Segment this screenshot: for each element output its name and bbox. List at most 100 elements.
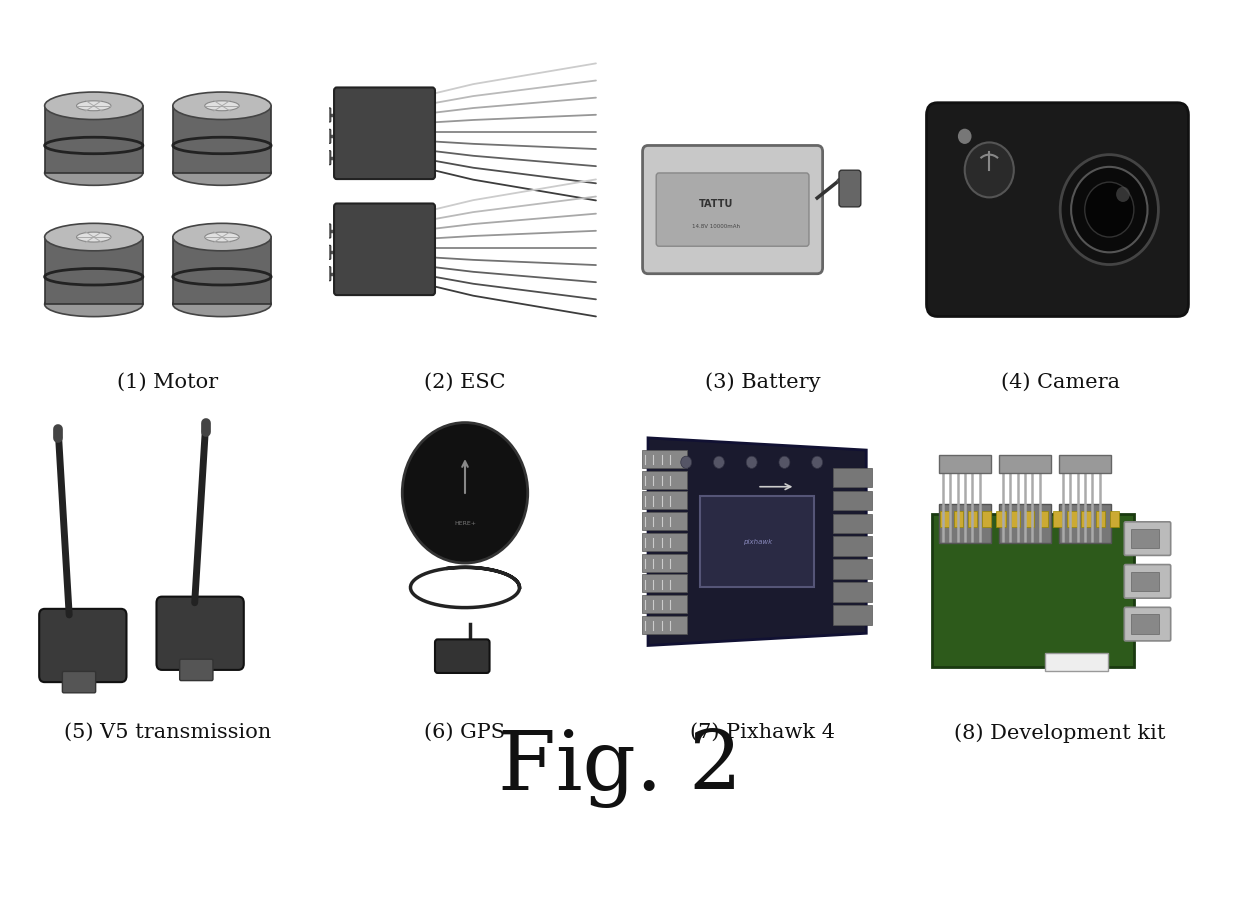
FancyBboxPatch shape [1131,529,1159,549]
FancyBboxPatch shape [940,511,949,527]
FancyBboxPatch shape [1039,511,1048,527]
Text: (4) Camera: (4) Camera [1001,373,1120,392]
FancyBboxPatch shape [1096,511,1105,527]
FancyBboxPatch shape [320,224,331,238]
Circle shape [1071,167,1147,252]
Ellipse shape [45,92,143,119]
FancyBboxPatch shape [642,512,687,530]
FancyBboxPatch shape [833,490,872,510]
Circle shape [402,423,528,563]
FancyBboxPatch shape [642,533,687,550]
FancyBboxPatch shape [1059,504,1111,543]
FancyBboxPatch shape [939,504,991,543]
FancyBboxPatch shape [1045,653,1109,672]
FancyBboxPatch shape [334,204,435,295]
Circle shape [1060,154,1158,265]
FancyBboxPatch shape [1059,454,1111,473]
FancyBboxPatch shape [320,267,331,281]
Ellipse shape [172,292,272,317]
FancyBboxPatch shape [656,173,808,246]
Ellipse shape [45,224,143,251]
Circle shape [746,456,758,469]
Text: (1) Motor: (1) Motor [117,373,218,392]
Ellipse shape [45,292,143,317]
FancyBboxPatch shape [320,245,331,260]
FancyBboxPatch shape [40,609,126,682]
Circle shape [713,456,724,469]
Ellipse shape [77,101,110,110]
Text: (2) ESC: (2) ESC [424,373,506,392]
FancyBboxPatch shape [1053,511,1063,527]
FancyBboxPatch shape [839,171,861,207]
Text: pixhawk: pixhawk [743,539,771,545]
Text: Fig. 2: Fig. 2 [498,728,742,808]
FancyBboxPatch shape [642,145,822,274]
FancyBboxPatch shape [156,596,244,670]
FancyBboxPatch shape [926,102,1188,316]
FancyBboxPatch shape [954,511,963,527]
Circle shape [812,456,822,469]
FancyBboxPatch shape [968,511,977,527]
Circle shape [1116,187,1130,202]
FancyBboxPatch shape [1081,511,1091,527]
Text: TATTU: TATTU [698,198,733,209]
FancyBboxPatch shape [45,106,143,173]
FancyBboxPatch shape [932,515,1133,667]
FancyBboxPatch shape [833,468,872,488]
Text: HERE+: HERE+ [454,521,476,526]
FancyBboxPatch shape [939,454,991,473]
FancyBboxPatch shape [642,575,687,593]
FancyBboxPatch shape [999,454,1050,473]
Text: (5) V5 transmission: (5) V5 transmission [63,723,272,742]
Circle shape [957,128,972,144]
Text: (3) Battery: (3) Battery [704,373,821,392]
FancyBboxPatch shape [172,106,272,173]
Text: (7) Pixhawk 4: (7) Pixhawk 4 [691,723,835,742]
FancyBboxPatch shape [320,129,331,144]
FancyBboxPatch shape [320,108,331,122]
FancyBboxPatch shape [435,639,490,673]
FancyBboxPatch shape [320,151,331,164]
FancyBboxPatch shape [172,237,272,304]
Circle shape [1085,182,1133,237]
FancyBboxPatch shape [642,553,687,572]
FancyBboxPatch shape [997,511,1006,527]
FancyBboxPatch shape [833,605,872,625]
Text: (8) Development kit: (8) Development kit [955,723,1166,743]
FancyBboxPatch shape [642,450,687,468]
FancyBboxPatch shape [642,491,687,509]
Ellipse shape [45,161,143,185]
FancyBboxPatch shape [1131,572,1159,591]
FancyBboxPatch shape [699,496,815,587]
Ellipse shape [205,232,239,242]
Text: 14.8V 10000mAh: 14.8V 10000mAh [692,224,740,230]
FancyBboxPatch shape [1024,511,1034,527]
Circle shape [965,143,1014,198]
FancyBboxPatch shape [642,595,687,613]
Ellipse shape [172,224,272,251]
FancyBboxPatch shape [833,582,872,602]
Ellipse shape [77,232,110,242]
FancyBboxPatch shape [999,504,1050,543]
Ellipse shape [205,101,239,110]
Circle shape [681,456,692,469]
Circle shape [779,456,790,469]
FancyBboxPatch shape [1011,511,1019,527]
FancyBboxPatch shape [1125,565,1171,598]
FancyBboxPatch shape [1110,511,1120,527]
FancyBboxPatch shape [833,559,872,579]
FancyBboxPatch shape [833,514,872,533]
FancyBboxPatch shape [1125,522,1171,555]
FancyBboxPatch shape [1131,614,1159,634]
FancyBboxPatch shape [1125,607,1171,641]
FancyBboxPatch shape [982,511,992,527]
Ellipse shape [172,92,272,119]
Text: (6) GPS: (6) GPS [424,723,506,742]
FancyBboxPatch shape [180,659,213,681]
FancyBboxPatch shape [1068,511,1076,527]
FancyBboxPatch shape [833,536,872,556]
FancyBboxPatch shape [334,87,435,179]
FancyBboxPatch shape [642,616,687,634]
FancyBboxPatch shape [62,672,95,693]
Polygon shape [649,438,867,646]
